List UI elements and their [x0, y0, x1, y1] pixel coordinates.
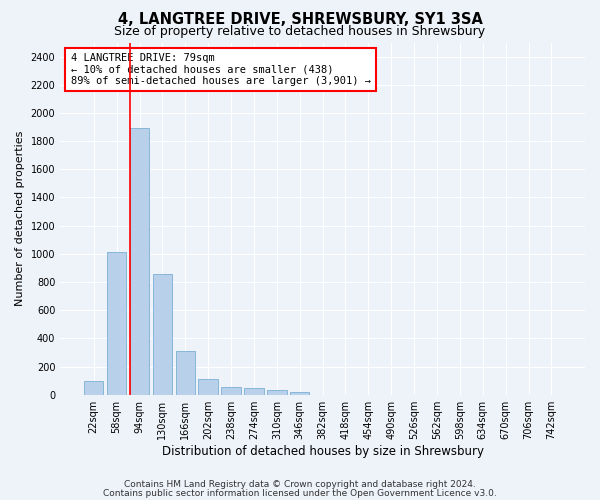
X-axis label: Distribution of detached houses by size in Shrewsbury: Distribution of detached houses by size …	[161, 444, 484, 458]
Bar	[176, 351, 195, 395]
Bar	[267, 390, 287, 394]
Text: Contains HM Land Registry data © Crown copyright and database right 2024.: Contains HM Land Registry data © Crown c…	[124, 480, 476, 489]
Bar	[152, 274, 172, 394]
Text: 4 LANGTREE DRIVE: 79sqm
← 10% of detached houses are smaller (438)
89% of semi-d: 4 LANGTREE DRIVE: 79sqm ← 10% of detache…	[71, 53, 371, 86]
Text: Contains public sector information licensed under the Open Government Licence v3: Contains public sector information licen…	[103, 488, 497, 498]
Bar	[107, 252, 127, 394]
Text: Size of property relative to detached houses in Shrewsbury: Size of property relative to detached ho…	[115, 25, 485, 38]
Bar	[290, 392, 310, 394]
Y-axis label: Number of detached properties: Number of detached properties	[15, 131, 25, 306]
Bar	[199, 378, 218, 394]
Text: 4, LANGTREE DRIVE, SHREWSBURY, SY1 3SA: 4, LANGTREE DRIVE, SHREWSBURY, SY1 3SA	[118, 12, 482, 28]
Bar	[84, 382, 103, 394]
Bar	[221, 386, 241, 394]
Bar	[244, 388, 263, 394]
Bar	[130, 128, 149, 394]
